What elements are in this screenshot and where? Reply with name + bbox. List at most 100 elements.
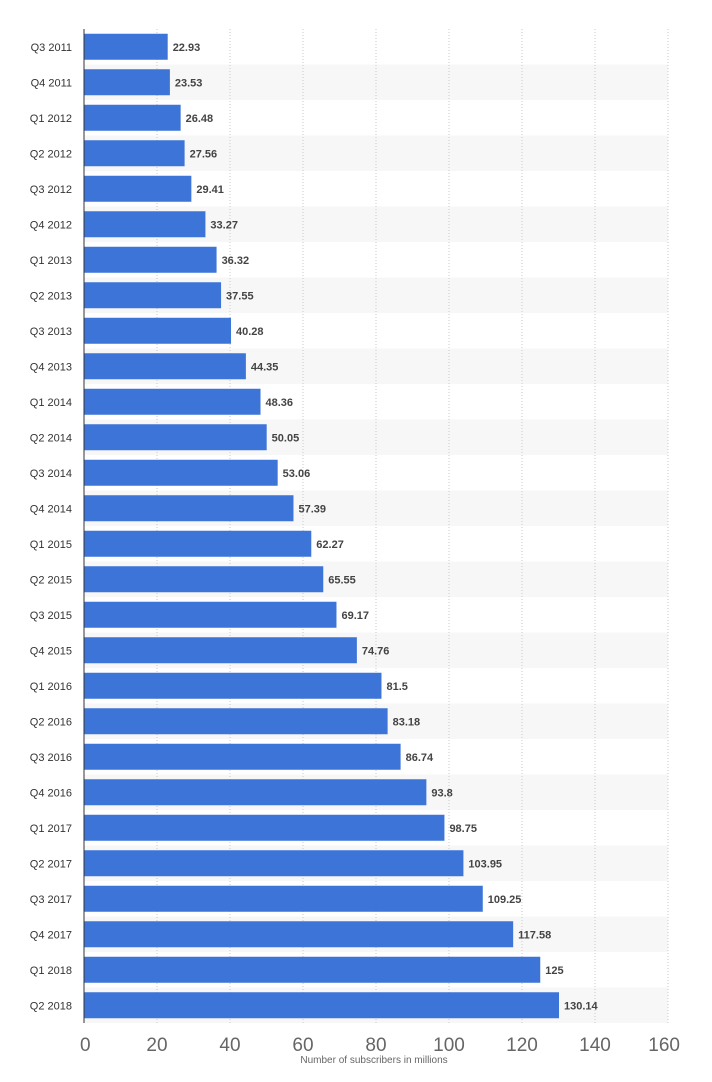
value-label: 50.05 [272,432,300,444]
category-label: Q4 2011 [31,77,72,89]
row-band [84,64,668,100]
value-label: 44.35 [251,361,279,373]
value-label: 48.36 [266,397,294,409]
value-label: 93.8 [431,787,452,799]
bar[interactable] [84,175,192,202]
category-label: Q4 2015 [30,645,72,657]
category-label: Q1 2017 [30,823,72,835]
value-label: 125 [545,965,563,977]
category-label: Q2 2012 [30,148,72,160]
value-label: 74.76 [362,645,390,657]
category-label: Q3 2015 [30,610,72,622]
value-label: 36.32 [222,255,250,267]
value-label: 57.39 [298,503,326,515]
value-labels: 22.93 23.53 26.48 27.56 29.41 33.27 36.32 37.55… [173,42,599,1013]
bar[interactable] [84,637,357,664]
bar[interactable] [84,566,324,593]
bar[interactable] [84,743,401,770]
value-label: 65.55 [328,574,356,586]
bar[interactable] [84,672,382,699]
bar[interactable] [84,708,388,735]
category-label: Q3 2013 [30,326,72,338]
x-tick-label: 40 [219,1035,240,1056]
category-label: Q3 2012 [30,184,72,196]
category-label: Q4 2013 [30,361,72,373]
value-label: 29.41 [196,184,224,196]
category-label: Q1 2014 [30,397,72,409]
value-label: 109.25 [488,894,522,906]
category-label: Q4 2014 [30,503,72,515]
value-label: 37.55 [226,290,254,302]
bar[interactable] [84,814,445,841]
bar[interactable] [84,317,232,344]
x-tick-label: 120 [506,1035,538,1056]
value-label: 86.74 [406,752,434,764]
value-label: 27.56 [190,148,218,160]
x-tick-label: 20 [146,1035,167,1056]
bar[interactable] [84,601,337,628]
x-tick-label: 60 [292,1035,313,1056]
category-label: Q4 2016 [30,787,72,799]
value-label: 103.95 [468,858,502,870]
bar[interactable] [84,104,181,131]
bars [84,33,560,1019]
category-label: Q3 2017 [30,894,72,906]
bar[interactable] [84,211,206,238]
category-label: Q3 2014 [30,468,72,480]
bar[interactable] [84,140,185,167]
x-tick-label: 140 [579,1035,611,1056]
bar[interactable] [84,282,222,309]
value-label: 81.5 [386,681,407,693]
category-labels: Q3 2011 Q4 2011 Q1 2012 Q2 2012 Q3 2012 Q4 20… [30,42,72,1013]
bar[interactable] [84,921,514,948]
category-label: Q2 2018 [30,1000,72,1012]
category-label: Q2 2014 [30,432,72,444]
value-label: 98.75 [449,823,477,835]
value-label: 83.18 [393,716,421,728]
bar[interactable] [84,992,560,1019]
category-label: Q1 2018 [30,965,72,977]
value-label: 26.48 [186,113,214,125]
category-label: Q2 2015 [30,574,72,586]
category-label: Q1 2013 [30,255,72,267]
x-axis-title: Number of subscribers in millions [300,1055,447,1066]
value-label: 69.17 [341,610,369,622]
value-label: 23.53 [175,77,203,89]
bar[interactable] [84,779,427,806]
bar[interactable] [84,388,261,415]
bar[interactable] [84,530,312,557]
category-label: Q1 2012 [30,113,72,125]
x-axis-ticks: 0 20 40 60 80 100 120 140 160 [80,1035,680,1056]
bar[interactable] [84,885,483,912]
category-label: Q2 2017 [30,858,72,870]
value-label: 22.93 [173,42,201,54]
value-label: 53.06 [283,468,311,480]
category-label: Q1 2016 [30,681,72,693]
bar[interactable] [84,353,246,380]
category-label: Q2 2013 [30,290,72,302]
x-tick-label: 160 [648,1035,680,1056]
bar[interactable] [84,33,168,60]
bar[interactable] [84,69,170,96]
value-label: 40.28 [236,326,264,338]
value-label: 33.27 [210,219,238,231]
value-label: 62.27 [316,539,344,551]
value-label: 130.14 [564,1000,599,1012]
bar[interactable] [84,850,464,877]
category-label: Q1 2015 [30,539,72,551]
bar[interactable] [84,495,294,522]
category-label: Q4 2017 [30,929,72,941]
x-tick-label: 0 [80,1035,91,1056]
bar[interactable] [84,459,278,486]
category-label: Q4 2012 [30,219,72,231]
category-label: Q3 2011 [31,42,72,54]
x-tick-label: 80 [365,1035,386,1056]
category-label: Q2 2016 [30,716,72,728]
value-label: 117.58 [518,929,551,941]
bar[interactable] [84,246,217,273]
bar[interactable] [84,424,267,451]
x-tick-label: 100 [433,1035,465,1056]
category-label: Q3 2016 [30,752,72,764]
bar[interactable] [84,956,541,983]
